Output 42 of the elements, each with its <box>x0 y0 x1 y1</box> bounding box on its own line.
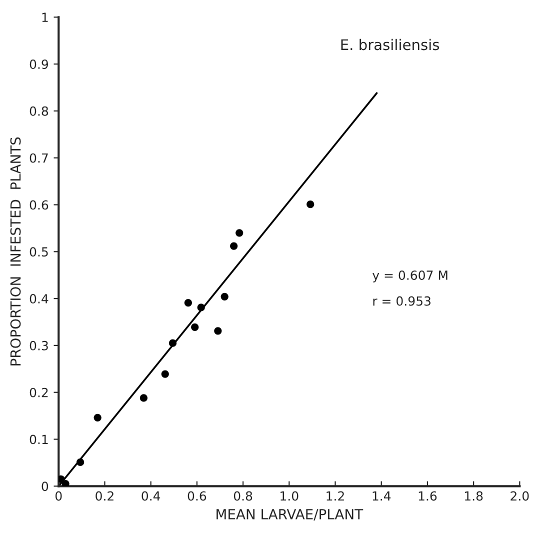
x-tick-label: 0.8 <box>234 491 252 501</box>
y-tick-label: 0 <box>42 482 48 492</box>
y-tick-label: 0.3 <box>30 340 48 350</box>
point <box>58 475 65 483</box>
y-tick-label: 0.8 <box>30 106 48 116</box>
y-tick-label: 0.5 <box>30 247 48 257</box>
point <box>214 327 222 335</box>
point <box>184 298 192 307</box>
y-tick-label: 0.9 <box>30 60 48 69</box>
point <box>62 480 70 486</box>
point <box>140 394 148 402</box>
x-tick-label: 1.8 <box>465 491 483 501</box>
point <box>197 304 205 312</box>
point <box>306 200 314 208</box>
point <box>191 323 199 331</box>
y-tick-label: 1 <box>42 12 48 22</box>
point <box>220 292 228 300</box>
y-tick-label: 0.1 <box>30 434 48 444</box>
x-tick-label: 2.0 <box>510 491 529 501</box>
point <box>168 339 177 347</box>
annotation: y = 0.607 M <box>372 270 448 282</box>
x-tick-label: 1.2 <box>326 491 344 501</box>
x-tick-label: 1.6 <box>418 491 437 501</box>
x-tick-label: 1.0 <box>280 491 298 501</box>
x-tick-label: 0.4 <box>142 491 160 501</box>
annotation: r = 0.953 <box>373 296 430 306</box>
x-tick-label: 1.4 <box>372 491 391 501</box>
x-axis-title: MEAN LARVAE/PLANT <box>216 509 364 521</box>
point <box>236 229 244 237</box>
y-tick-label: 0.7 <box>30 153 48 163</box>
y-tick-label: 0.6 <box>30 200 48 210</box>
point <box>94 414 102 422</box>
y-tick-label: 0.4 <box>30 294 48 304</box>
x-tick-label: 0.2 <box>96 491 114 501</box>
text: E. brasiliensis <box>341 38 440 50</box>
y-tick-label: 0.2 <box>30 388 48 398</box>
x-tick-label: 0.6 <box>188 491 206 501</box>
point <box>230 242 238 250</box>
point <box>161 370 169 378</box>
point <box>76 458 84 466</box>
y-axis-title: PROPORTION INFESTED PLANTS <box>10 137 21 366</box>
x-tick-label: 0 <box>55 491 62 501</box>
